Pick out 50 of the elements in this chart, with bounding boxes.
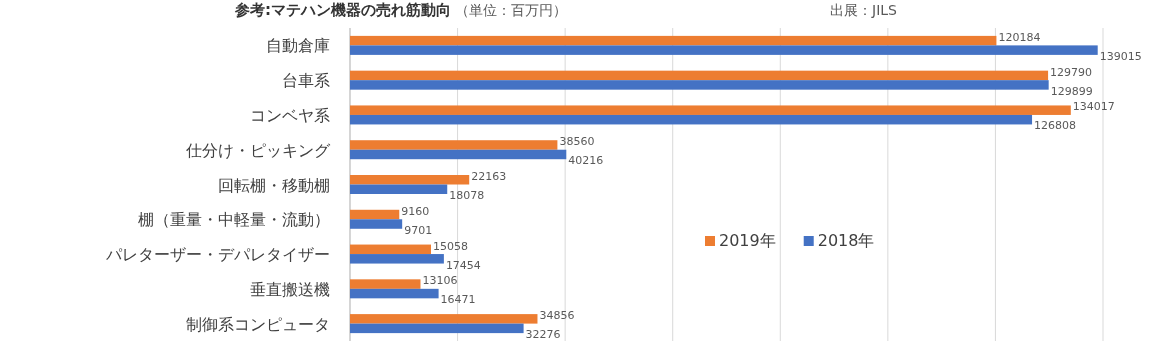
- y-tick-label: 回転棚・移動棚: [218, 175, 330, 195]
- data-label: 13106: [422, 274, 458, 288]
- legend-label: 2019年: [719, 231, 776, 250]
- data-label: 32276: [525, 328, 561, 341]
- bar: [350, 105, 1071, 115]
- y-tick-label: コンベヤ系: [250, 105, 330, 125]
- bar: [350, 175, 470, 185]
- y-tick-label: 制御系コンピュータ: [186, 314, 330, 334]
- data-label: 9701: [404, 223, 433, 237]
- data-label: 134017: [1072, 100, 1115, 114]
- y-tick-label: 台車系: [282, 71, 330, 91]
- bar: [350, 209, 400, 220]
- bar: [350, 45, 1098, 55]
- bar: [350, 114, 1033, 125]
- data-label: 139015: [1099, 49, 1142, 63]
- data-label: 38560: [559, 135, 595, 149]
- bar: [350, 279, 421, 289]
- data-label: 120184: [998, 30, 1041, 44]
- bar: [350, 140, 558, 150]
- y-tick-label: 垂直搬送機: [250, 279, 330, 299]
- bar: [350, 219, 403, 229]
- bar: [350, 149, 567, 160]
- data-label: 34856: [539, 309, 575, 323]
- y-tick-label: 仕分け・ピッキング: [185, 140, 331, 160]
- y-tick-label: 棚（重量・中軽量・流動）: [138, 210, 330, 230]
- data-label: 129790: [1050, 65, 1093, 79]
- bar: [350, 80, 1049, 90]
- bar: [350, 244, 431, 255]
- bar: [350, 288, 439, 299]
- data-label: 129899: [1050, 84, 1093, 98]
- bar: [350, 314, 538, 324]
- y-tick-label: 自動倉庫: [266, 36, 330, 56]
- data-label: 17454: [445, 258, 481, 272]
- text: 出展：JILS: [830, 2, 898, 18]
- y-tick-label: パレターザー・デパレタイザー: [105, 245, 330, 265]
- chart-subtitle: （単位：百万円）: [455, 2, 567, 18]
- bar: [350, 254, 444, 264]
- legend-label: 2018年: [817, 231, 875, 250]
- data-label: 16471: [440, 293, 476, 307]
- data-label: 22163: [471, 170, 507, 183]
- bar: [350, 35, 997, 46]
- data-label: 15058: [432, 239, 468, 253]
- bar: [350, 70, 1049, 81]
- data-label: 40216: [568, 154, 604, 168]
- data-label: 18078: [449, 189, 485, 202]
- data-label: 9160: [401, 204, 430, 218]
- bar: [350, 184, 448, 194]
- data-label: 126808: [1034, 119, 1077, 133]
- bar: [350, 323, 524, 334]
- chart-title: 参考:マテハン機器の売れ筋動向: [234, 1, 451, 19]
